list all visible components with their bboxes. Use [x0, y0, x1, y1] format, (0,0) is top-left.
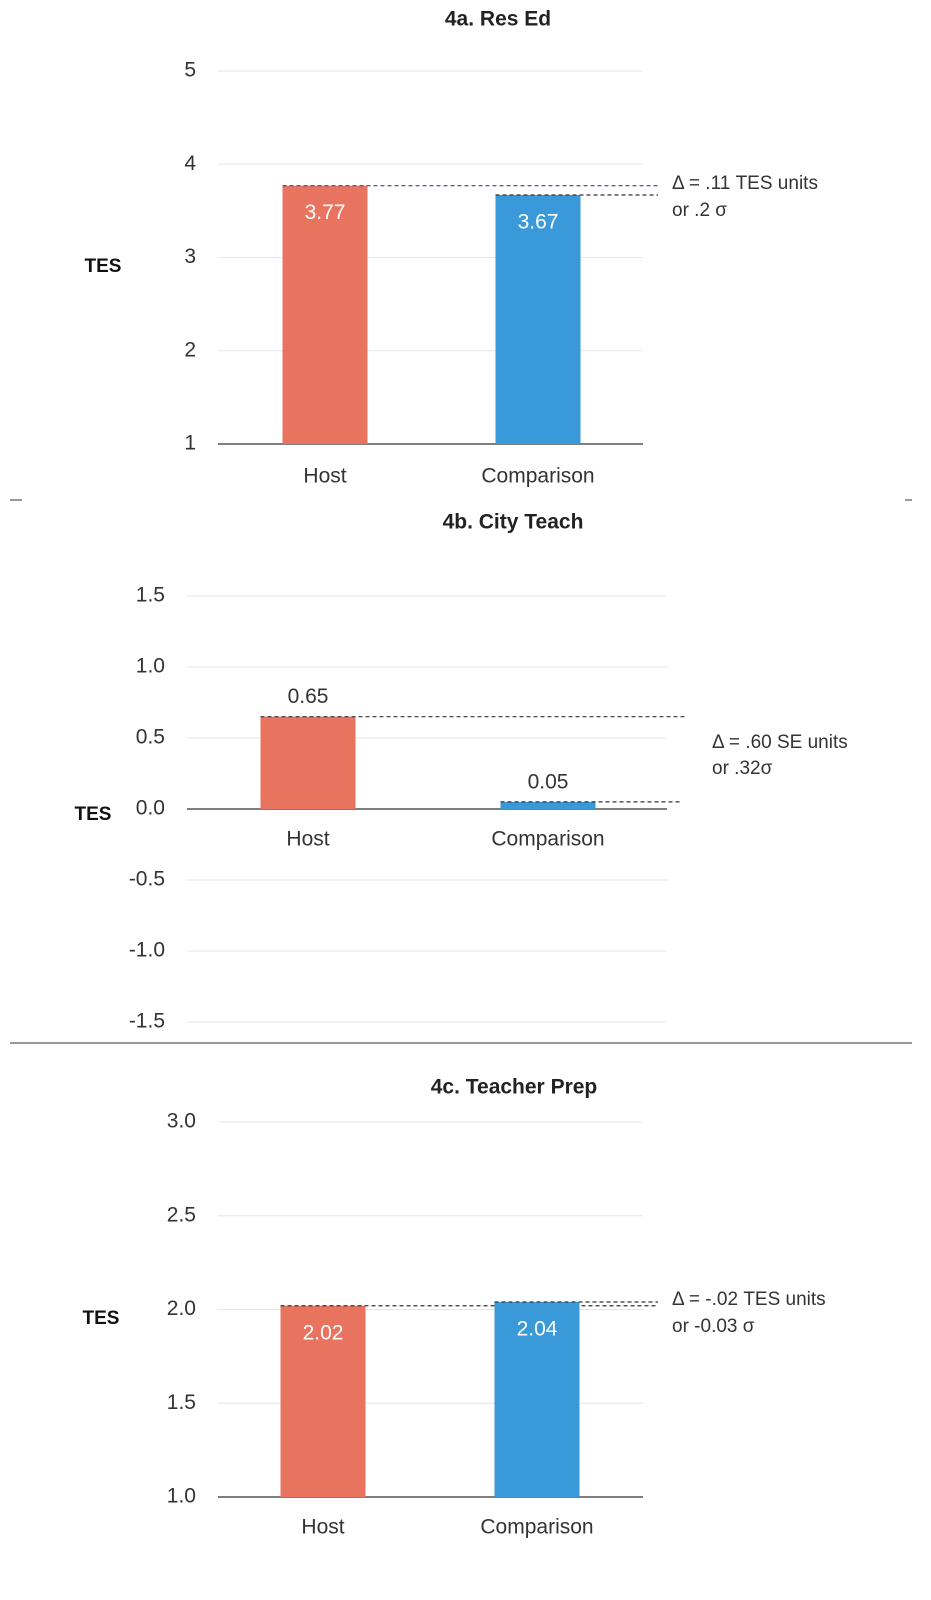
x-tick-label: Comparison [480, 1516, 593, 1539]
value-label: 2.02 [303, 1321, 344, 1344]
y-tick-label: 0.0 [136, 797, 165, 820]
annotation: or .32σ [712, 758, 773, 779]
y-tick-label: 4 [184, 152, 196, 175]
value-label: 2.04 [517, 1318, 558, 1341]
y-tick-label: 2.0 [167, 1297, 196, 1320]
y-tick-label: 1.5 [167, 1391, 196, 1414]
x-tick-label: Host [286, 828, 329, 851]
annotation: or -0.03 σ [672, 1316, 755, 1337]
value-label: 0.65 [288, 685, 329, 708]
chart-title: 4c. Teacher Prep [431, 1076, 598, 1099]
x-tick-label: Host [301, 1516, 344, 1539]
y-axis-label: TES [85, 256, 122, 277]
y-tick-label: 1 [184, 432, 196, 455]
bar [494, 1302, 580, 1497]
annotation: Δ = .11 TES units [672, 173, 818, 194]
x-tick-label: Comparison [491, 828, 604, 851]
y-tick-label: 2 [184, 338, 196, 361]
bar [282, 185, 368, 444]
value-label: 3.67 [518, 211, 559, 234]
bar [500, 801, 596, 809]
y-tick-label: 3.0 [167, 1110, 196, 1133]
y-axis-label: TES [75, 804, 112, 825]
bar [280, 1305, 366, 1497]
chart-title: 4a. Res Ed [445, 8, 551, 31]
bar [495, 195, 581, 444]
y-tick-label: -1.0 [129, 939, 165, 962]
y-tick-label: -0.5 [129, 868, 165, 891]
chart-title: 4b. City Teach [443, 511, 584, 534]
y-tick-label: 5 [184, 59, 196, 82]
y-tick-label: 0.5 [136, 726, 165, 749]
annotation: Δ = .60 SE units [712, 732, 848, 753]
annotation: or .2 σ [672, 200, 727, 221]
y-tick-label: 3 [184, 245, 196, 268]
y-tick-label: 1.0 [167, 1485, 196, 1508]
annotation: Δ = -.02 TES units [672, 1289, 826, 1310]
y-tick-label: 1.5 [136, 584, 165, 607]
y-axis-label: TES [83, 1308, 120, 1329]
y-tick-label: 2.5 [167, 1203, 196, 1226]
y-tick-label: 1.0 [136, 655, 165, 678]
x-tick-label: Host [303, 465, 346, 488]
value-label: 3.77 [305, 201, 346, 224]
y-tick-label: -1.5 [129, 1010, 165, 1033]
x-tick-label: Comparison [481, 465, 594, 488]
value-label: 0.05 [528, 770, 569, 793]
bar [260, 716, 356, 809]
